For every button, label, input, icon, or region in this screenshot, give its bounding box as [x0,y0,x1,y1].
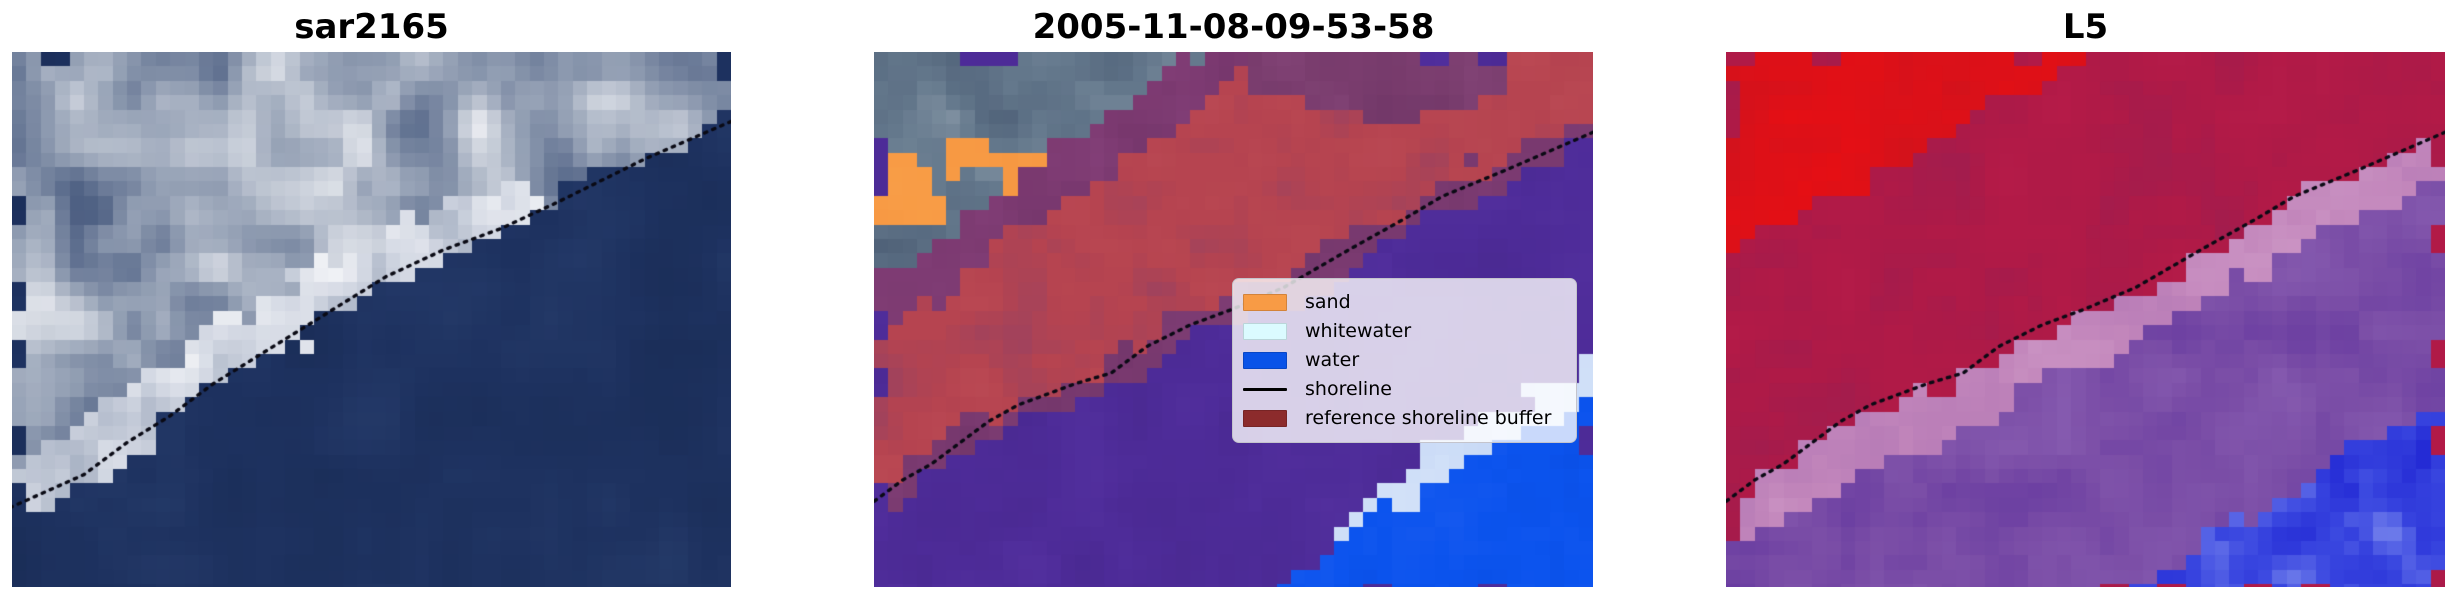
legend-label: shoreline [1305,378,1392,400]
panel-classified: 2005-11-08-09-53-58 sand whitewater water s… [874,0,1593,604]
legend: sand whitewater water shoreline reference sh… [1232,278,1577,443]
legend-swatch-reference-shoreline-buffer [1243,410,1287,427]
legend-item-sand: sand [1243,288,1566,317]
legend-label: whitewater [1305,320,1412,342]
panel-classified-title: 2005-11-08-09-53-58 [1032,7,1435,47]
sar-image [12,52,731,587]
legend-swatch-sand [1243,294,1287,311]
legend-swatch-whitewater [1243,323,1287,340]
legend-item-reference-shoreline-buffer: reference shoreline buffer [1243,404,1566,433]
panel-l5-title: L5 [2062,7,2109,47]
legend-item-whitewater: whitewater [1243,317,1566,346]
legend-label: water [1305,349,1360,371]
legend-item-shoreline: shoreline [1243,375,1566,404]
l5-image [1726,52,2445,587]
panel-sar: sar2165 [12,0,731,604]
legend-item-water: water [1243,346,1566,375]
legend-label: reference shoreline buffer [1305,407,1552,429]
panel-l5: L5 [1726,0,2445,604]
legend-swatch-shoreline [1243,388,1287,391]
legend-swatch-water [1243,352,1287,369]
legend-label: sand [1305,291,1351,313]
panel-sar-title: sar2165 [294,7,449,47]
